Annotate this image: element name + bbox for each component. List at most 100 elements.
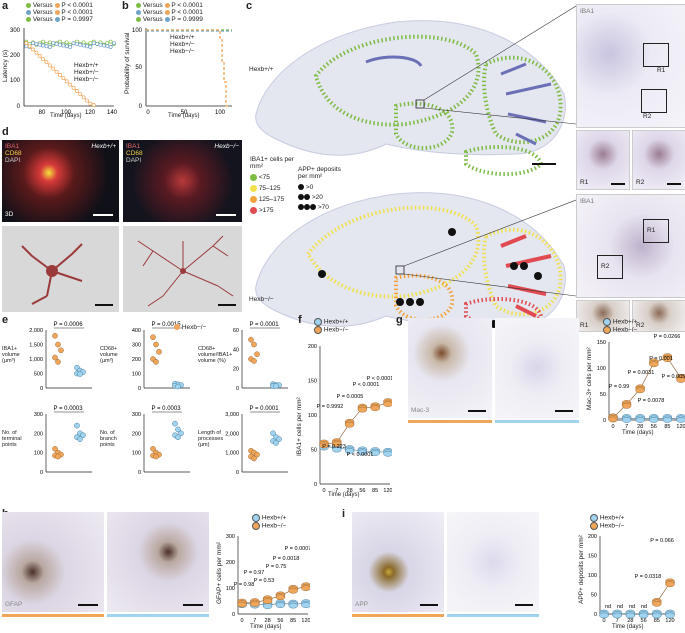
a-point	[78, 92, 83, 97]
i-nd-label: nd	[641, 604, 647, 610]
a-xtick: 140	[107, 110, 118, 116]
c-ko-label: Hexb−/−	[249, 296, 274, 303]
a-point	[54, 69, 59, 74]
pvalue: P < 0.0001	[353, 382, 380, 388]
xtick: 7	[253, 618, 256, 624]
e-ytick: 0	[40, 386, 43, 392]
a-point	[27, 44, 32, 49]
e-point-ko	[52, 354, 58, 361]
a-ytick: 300	[10, 28, 21, 34]
xtick: 56	[359, 488, 365, 494]
xtick: 56	[651, 424, 657, 430]
a-series-2: Hexb+/−	[74, 69, 99, 76]
e-pvalue: P = 0.0006	[53, 322, 83, 328]
c-legend-iba-3: >175	[250, 207, 273, 214]
pvalue: P = 0.0005	[337, 394, 364, 400]
ytick: 0	[603, 418, 606, 424]
d-confocal-wt: IBA1 CD68 DAPI Hexb+/+ 3D	[2, 140, 119, 222]
data-point	[652, 612, 662, 619]
b-survival-ko	[146, 29, 230, 107]
a-point	[71, 85, 76, 90]
e-point-ko	[150, 334, 156, 341]
e-point-ko	[153, 453, 159, 460]
a-point	[24, 41, 29, 46]
chart-g: 150 100 50 00 7 28 56 85 120 P = 0.0266 P = 0.001 P…	[597, 334, 685, 430]
a-point	[108, 45, 113, 49]
pvalue: P = 0.99	[609, 384, 630, 390]
xtick: 85	[664, 424, 670, 430]
i-legend-wt: Hexb+/+	[590, 514, 624, 522]
xtick: 0	[611, 424, 614, 430]
ytick: 0	[594, 612, 597, 618]
b-ytick: 50	[135, 65, 142, 71]
h-legend-wt: Hexb+/+	[252, 514, 286, 522]
a-point	[54, 41, 59, 46]
e-ytick: 1,500	[29, 343, 43, 349]
e-pvalue: P = 0.0003	[151, 406, 181, 412]
a-point	[31, 41, 35, 46]
e-point-wt	[178, 430, 184, 437]
a-ytick: 0	[17, 104, 21, 110]
ytick: 200	[308, 344, 317, 350]
a-point	[81, 43, 86, 48]
e-ytick: 0	[40, 470, 43, 476]
legend-a-1: Versus P < 0.0001	[26, 2, 93, 9]
f-legend-ko: Hexb−/−	[314, 326, 348, 334]
a-point	[37, 53, 42, 58]
e-point-ko	[55, 453, 61, 460]
e-ytick: 2,000	[225, 431, 239, 437]
e-point-wt	[273, 440, 279, 446]
e-ytick: 40	[233, 347, 239, 353]
a-xtick: 100	[61, 110, 72, 116]
legend-a-2: Versus P < 0.0001	[26, 9, 93, 16]
g-xlabel: Time (days)	[622, 430, 654, 436]
c-micrograph-ko: IBA1 R1 R2	[576, 194, 685, 298]
f-legend-wt: Hexb+/+	[314, 318, 348, 326]
e-ytick: 1,000	[225, 451, 239, 457]
e-ytick: 100	[34, 451, 43, 457]
e-ytick: 0	[236, 470, 239, 476]
a-point	[88, 41, 93, 46]
xtick: 85	[372, 488, 378, 494]
g-ylabel: Mac-3+ cells per mm²	[586, 347, 593, 410]
d-confocal-ko: IBA1 CD68 DAPI Hexb−/−	[123, 140, 242, 222]
e-point-wt	[276, 436, 282, 442]
ytick: 50	[311, 448, 317, 454]
e-ylabel: CD68+ volume/IBA1+ volume (%)	[198, 346, 233, 365]
pvalue: P = 0.223	[322, 444, 346, 450]
panel-d: IBA1 CD68 DAPI Hexb+/+ 3D IBA1 CD68 DAPI…	[2, 140, 242, 312]
a-point	[41, 57, 46, 61]
xtick: 120	[301, 618, 310, 624]
data-point	[237, 601, 247, 608]
a-point	[34, 41, 39, 46]
e-ytick: 300	[132, 412, 141, 418]
h-micrograph-wt	[107, 512, 209, 612]
data-point	[301, 585, 310, 591]
e-ytick: 0	[138, 470, 141, 476]
a-point	[64, 44, 69, 49]
e-point-ko	[150, 446, 156, 452]
ytick: 200	[588, 534, 597, 540]
a-point	[68, 82, 73, 87]
e-point-ko	[251, 358, 257, 364]
legend-b-1: Versus P < 0.0001	[136, 2, 203, 9]
data-point	[635, 387, 645, 394]
c-iba-tag: IBA1	[580, 8, 595, 15]
e-ytick: 2,000	[29, 328, 43, 334]
data-point	[649, 417, 659, 423]
data-point	[612, 612, 622, 619]
panel-label-a: a	[2, 0, 9, 12]
e-point-wt	[175, 434, 181, 441]
data-point	[662, 417, 673, 423]
e-ytick: 20	[233, 367, 239, 373]
pvalue: P = 0.0018	[273, 556, 300, 562]
e-ytick: 200	[34, 431, 43, 437]
e-legend-ko: Hexb−/−	[174, 324, 206, 331]
data-point	[344, 448, 355, 454]
ytick: 100	[226, 586, 235, 592]
g-legend-ko: Hexb−/−	[603, 326, 637, 334]
a-point	[105, 44, 110, 49]
a-point	[47, 63, 52, 68]
ytick: 300	[226, 534, 235, 540]
a-point	[47, 40, 52, 45]
